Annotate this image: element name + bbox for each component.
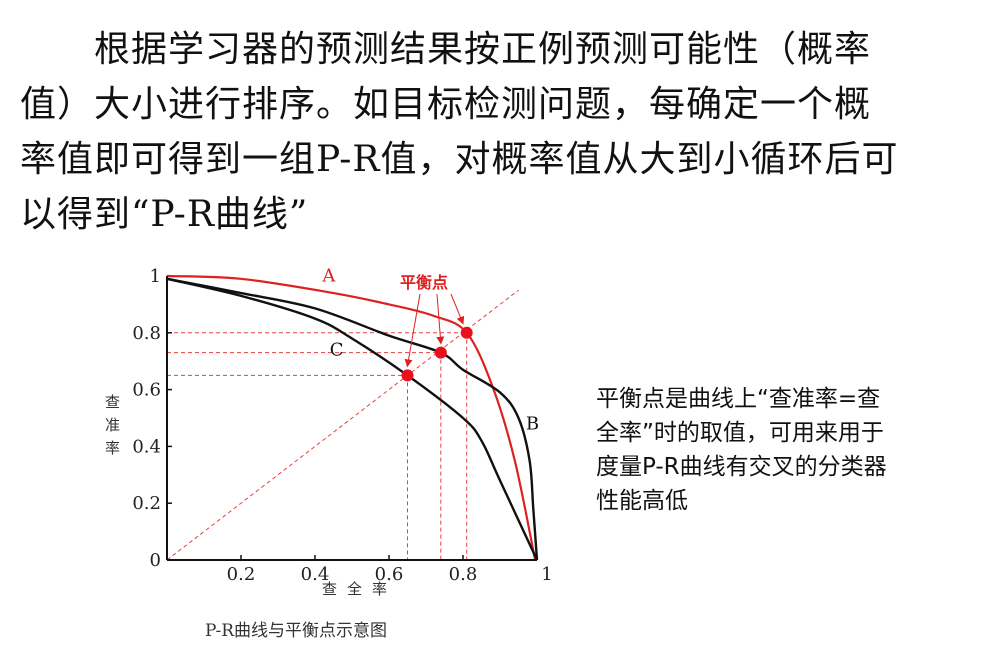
break-even-annotation: 平衡点 <box>400 273 448 292</box>
note-line: 全率”时的取值，可用来用于 <box>596 420 884 446</box>
x-tick-label: 0.6 <box>375 564 404 585</box>
paragraph-line: 值）大小进行排序。如目标检测问题，每确定一个概 <box>20 84 872 125</box>
note-line: 度量P-R曲线有交叉的分类器 <box>596 454 887 480</box>
break-even-point <box>401 369 414 382</box>
paragraph-line: 根据学习器的预测结果按正例预测可能性（概率 <box>20 29 872 70</box>
y-tick-label: 1 <box>150 266 161 287</box>
x-tick-label: 0.2 <box>227 564 256 585</box>
break-even-point <box>434 346 447 359</box>
note-line: 平衡点是曲线上“查准率=查 <box>596 386 881 412</box>
paragraph-line: 以得到“P-R曲线” <box>20 194 309 235</box>
x-tick-label: 0.8 <box>449 564 478 585</box>
x-tick-label: 0.4 <box>301 564 330 585</box>
paragraph-line: 率值即可得到一组P-R值，对概率值从大到小循环后可 <box>20 139 899 180</box>
y-tick-label: 0 <box>150 550 161 571</box>
diagonal-line <box>166 289 519 561</box>
y-tick-label: 0.8 <box>132 323 161 344</box>
annotation-arrow <box>404 293 421 368</box>
curve-b <box>166 277 539 561</box>
x-axis-label: 查全率 <box>322 580 397 598</box>
annotation-arrow <box>436 293 445 345</box>
y-tick-label: 0.6 <box>132 380 161 401</box>
x-tick-label: 1 <box>541 564 552 585</box>
break-even-note: 平衡点是曲线上“查准率=查 全率”时的取值，可用来用于 度量P-R曲线有交叉的分… <box>596 382 992 518</box>
intro-paragraph: 根据学习器的预测结果按正例预测可能性（概率 值）大小进行排序。如目标检测问题，每… <box>20 22 970 242</box>
series-label-a: A <box>321 266 336 287</box>
annotation-arrow <box>450 293 465 325</box>
y-tick-label: 0.2 <box>132 493 161 514</box>
note-line: 性能高低 <box>596 488 688 514</box>
y-axis-label: 查准率 <box>103 394 121 463</box>
break-even-point <box>460 326 473 339</box>
y-tick-label: 0.4 <box>132 436 161 457</box>
series-label-b: B <box>526 413 539 434</box>
chart-caption: P-R曲线与平衡点示意图 <box>205 621 387 641</box>
series-label-c: C <box>330 340 344 361</box>
curve-a <box>166 274 537 561</box>
